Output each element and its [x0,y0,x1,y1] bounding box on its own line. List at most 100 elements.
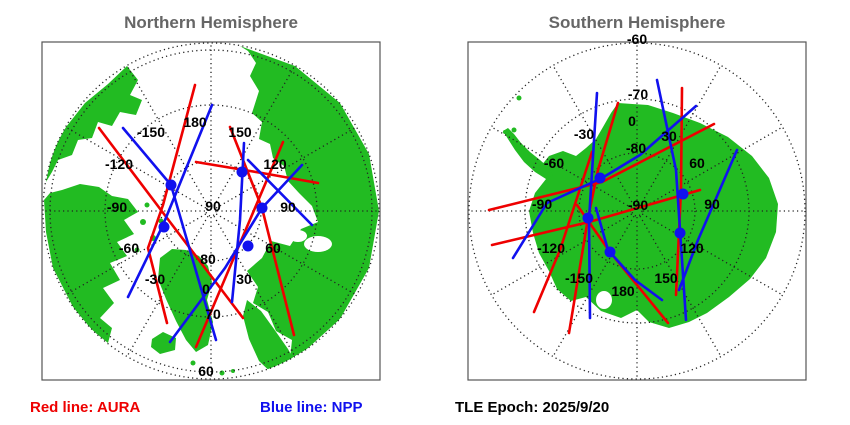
latitude-circle [578,152,696,270]
grid-label: 60 [265,240,281,256]
grid-label: 0 [628,113,636,129]
aura-ground-track [532,150,594,314]
meridian-line [65,126,207,209]
island-speck [516,95,522,101]
island-speck [503,130,507,134]
meridian-line [552,215,635,357]
grid-label: -80 [626,140,646,156]
grid-label: -90 [107,199,127,215]
landmass [158,249,213,352]
landmass [44,184,138,343]
sea-inlet [289,230,307,242]
grid-label: -70 [628,86,648,102]
grid-label: 90 [704,196,720,212]
meridian-line [126,215,209,357]
orbit-node-dot [242,240,254,252]
meridian-line [639,215,722,357]
meridian-line [491,213,633,296]
grid-label: -60 [119,240,139,256]
north-title: Northern Hemisphere [124,13,298,32]
aura-ground-track [146,83,197,325]
south-map: 0 -30 30 -60 60 -90 90 -120 120 -150 150 180 -90 -80 -… [467,31,807,381]
legend-npp-label: Blue line: NPP [260,399,363,416]
meridian-line [126,65,209,207]
landmass [529,103,778,328]
legend-aura-label: Red line: AURA [30,399,140,416]
island-speck [231,369,235,373]
grid-label: -120 [105,156,133,172]
grid-label: 150 [654,270,678,286]
grid-label: -90 [628,197,648,213]
orbit-node-dot [677,188,689,200]
landmass [46,66,142,182]
grid-label: 90 [280,199,296,215]
pole-circle [205,205,217,217]
meridian-line [641,213,783,296]
tle-epoch-label: TLE Epoch: 2025/9/20 [455,399,609,416]
island-speck [259,259,265,265]
npp-ground-track [594,206,664,302]
npp-ground-track [246,158,314,227]
landmass [503,128,553,179]
grid-label: -30 [574,126,594,142]
meridian-line [552,65,635,207]
map-boundary-circle [42,42,380,380]
landmass [240,46,379,359]
npp-ground-track [168,163,304,344]
map-boundary-circle [468,42,806,380]
grid-label: -60 [544,155,564,171]
orbit-node-dot [594,172,606,184]
grid-label: 30 [236,271,252,287]
latitude-circle [104,104,318,318]
grid-label: -30 [145,271,165,287]
grid-label: -90 [532,196,552,212]
south-land-layer [503,95,778,328]
landmass [151,332,176,354]
grid-label: -150 [565,270,593,286]
grid-label: -150 [137,124,165,140]
grid-label: 180 [611,283,635,299]
pole-circle [631,205,643,217]
aura-ground-track [567,101,620,335]
grid-label: 80 [200,251,216,267]
orbit-node-dot [236,166,248,178]
grid-label: 150 [228,124,252,140]
meridian-line [213,65,296,207]
orbit-node-dot [674,227,686,239]
island-speck [140,219,146,225]
north-map: 180 -150 150 -120 120 -90 90 -60 60 -30 30 0 90 80 70 6… [41,41,381,381]
grid-label: 0 [202,281,210,297]
grid-label: 90 [205,198,221,214]
orbit-node-dot [256,202,268,214]
sea-inlet [304,236,332,252]
grid-label: -120 [537,240,565,256]
npp-ground-track [655,78,688,322]
orbit-node-dot [165,179,177,191]
grid-label: 70 [205,306,221,322]
grid-label: 60 [198,363,214,379]
island-speck [270,258,274,262]
meridian-line [641,126,783,209]
north-land-layer [44,46,379,379]
grid-label: 120 [680,240,704,256]
sea-inlet [596,291,612,309]
aura-ground-track [97,126,245,320]
south-title: Southern Hemisphere [549,13,726,32]
grid-label: -60 [627,31,647,47]
grid-label: 180 [183,114,207,130]
meridian-line [639,65,722,207]
island-speck [190,360,196,366]
grid-label: 60 [689,155,705,171]
island-speck [134,247,140,253]
grid-label: 30 [661,128,677,144]
orbit-node-dot [158,221,170,233]
meridian-line [491,126,633,209]
meridian-line [213,215,296,357]
island-speck [511,127,517,133]
orbit-node-dot [582,212,594,224]
npp-ground-track [677,148,739,292]
orbit-node-dot [604,246,616,258]
island-speck [144,202,150,208]
